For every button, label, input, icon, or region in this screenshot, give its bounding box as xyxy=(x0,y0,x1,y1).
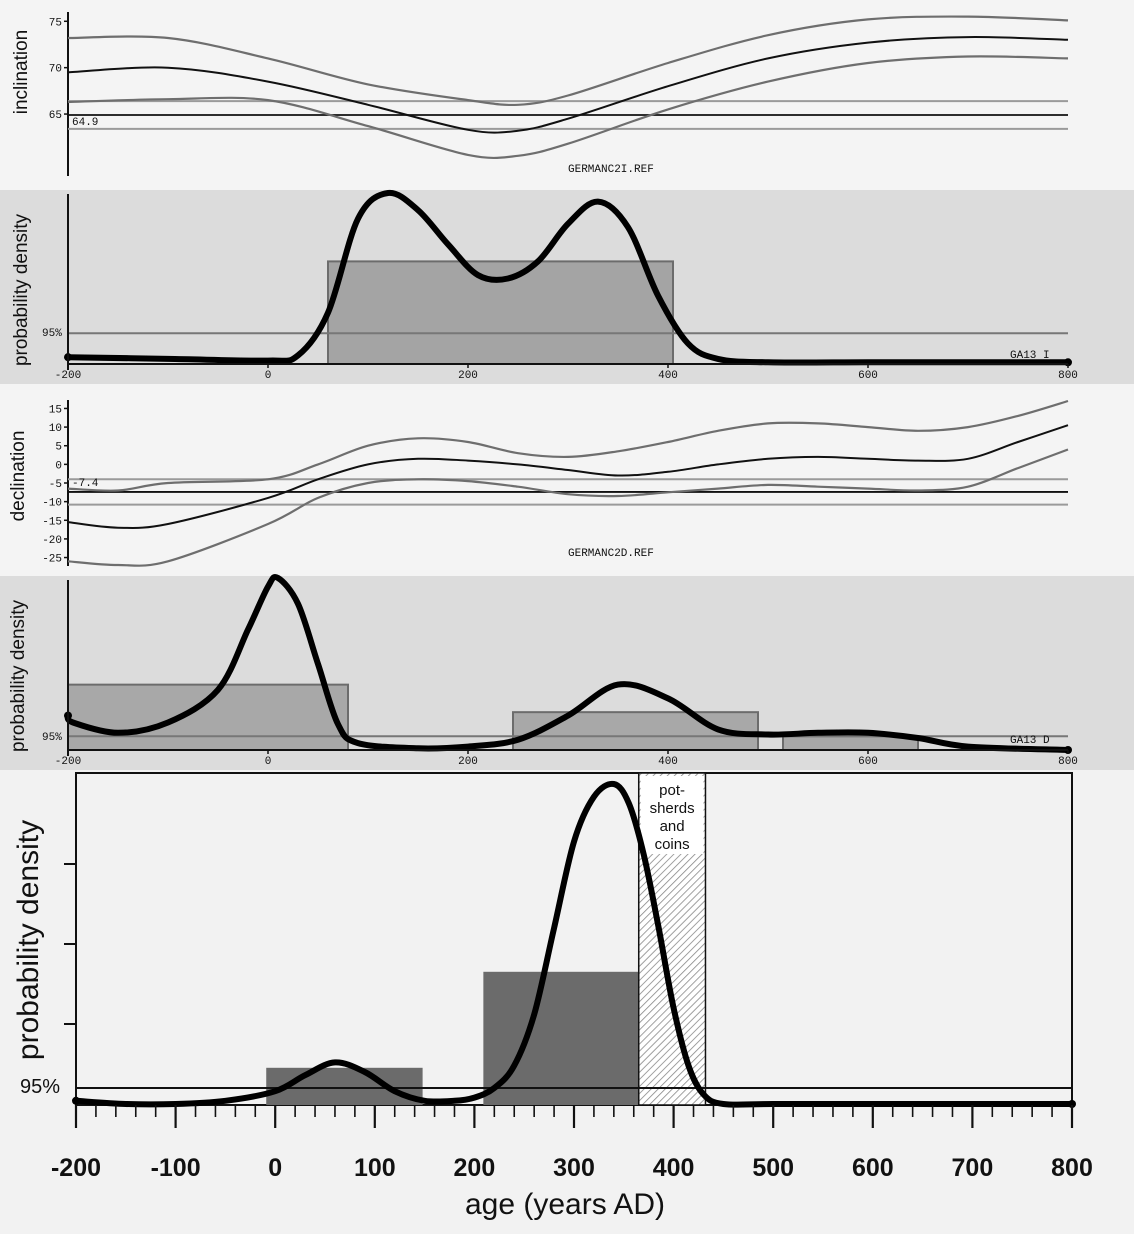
inclination-ref-label: GERMANC2I.REF xyxy=(568,164,654,176)
interval-bar xyxy=(266,1067,423,1106)
x-tick-label: 100 xyxy=(354,1154,396,1182)
reference-curve-lower xyxy=(67,55,1069,159)
y-tick-label: -5 xyxy=(49,479,62,491)
x-tick-label: 400 xyxy=(658,756,678,768)
x-tick-label: -100 xyxy=(151,1154,201,1182)
x-tick-label: 800 xyxy=(1058,756,1078,768)
x-tick-label: 200 xyxy=(458,370,478,382)
x-tick-label: 0 xyxy=(265,756,272,768)
x-tick-label: 0 xyxy=(265,370,272,382)
reference-curve-upper xyxy=(67,15,1069,107)
declination-value-label: -7.4 xyxy=(72,478,99,490)
panel-density-inclination: -200 0 200 400 600 800 probability density 95… xyxy=(0,189,1134,384)
density-declination-ylabel: probability density xyxy=(8,599,29,752)
potsherds-coins-text: pot- xyxy=(659,782,685,799)
y-tick-label: 65 xyxy=(49,110,62,122)
panel-declination: 15 10 5 0 -5 -10 -15 -20 -25 declination -7.4 GE… xyxy=(0,384,1134,576)
density-curve xyxy=(64,573,1071,753)
x-tick-label: 200 xyxy=(458,756,478,768)
density-inclination-intervals xyxy=(327,260,674,365)
density-combined-xlabel: age (years AD) xyxy=(465,1188,665,1221)
density-declination-pct-label: 95% xyxy=(42,732,62,744)
reference-curve-upper xyxy=(67,399,1069,492)
y-tick-label: 15 xyxy=(49,404,62,416)
declination-ylabel: declination xyxy=(8,431,29,522)
x-tick-label: -200 xyxy=(55,756,81,768)
y-tick-label: -10 xyxy=(42,498,62,510)
density-inclination-x-ticks: -200 0 200 400 600 800 xyxy=(55,364,1078,382)
potsherds-coins-text: coins xyxy=(655,836,690,853)
potsherds-coins-label-bg xyxy=(640,776,704,854)
x-tick-label: -200 xyxy=(51,1154,101,1182)
y-tick-label: 70 xyxy=(49,64,62,76)
curve-end-point xyxy=(1068,1100,1076,1108)
density-declination-sample-label: GA13 D xyxy=(1010,735,1050,747)
density-combined-x-ticks: -200 -100 0 100 200 300 400 500 600 700 800 xyxy=(51,1105,1093,1182)
density-declination-intervals xyxy=(67,683,919,752)
interval-bar xyxy=(512,711,759,751)
density-inclination-ylabel: probability density xyxy=(11,213,32,366)
y-tick-label: -25 xyxy=(42,554,62,566)
x-tick-label: 400 xyxy=(658,370,678,382)
density-curve xyxy=(65,189,1071,366)
inclination-ylabel: inclination xyxy=(11,30,32,115)
declination-ref-label: GERMANC2D.REF xyxy=(568,548,654,560)
interval-bar xyxy=(327,260,674,365)
potsherds-coins-text: sherds xyxy=(650,800,695,817)
x-tick-label: -200 xyxy=(55,370,81,382)
y-tick-label: 5 xyxy=(55,442,62,454)
x-tick-label: 200 xyxy=(454,1154,496,1182)
panel-density-declination: -200 0 200 400 600 800 probability density 95… xyxy=(0,573,1134,770)
x-tick-label: 0 xyxy=(268,1154,282,1182)
declination-reference-band xyxy=(68,478,1068,506)
density-inclination-pct-label: 95% xyxy=(42,328,62,340)
x-tick-label: 300 xyxy=(553,1154,595,1182)
density-combined-pct-label: 95% xyxy=(20,1076,60,1098)
reference-curve-lower xyxy=(67,448,1069,567)
x-tick-label: 800 xyxy=(1058,370,1078,382)
x-tick-label: 600 xyxy=(852,1154,894,1182)
y-tick-label: -20 xyxy=(42,535,62,547)
y-tick-label: 0 xyxy=(55,460,62,472)
curve-start-point xyxy=(72,1096,80,1105)
reference-curve-mean xyxy=(67,36,1069,134)
x-tick-label: 400 xyxy=(653,1154,695,1182)
density-declination-x-ticks: -200 0 200 400 600 800 xyxy=(55,750,1078,768)
inclination-curves xyxy=(67,15,1069,159)
density-inclination-sample-label: GA13 I xyxy=(1010,350,1050,362)
potsherds-coins-text: and xyxy=(660,818,685,835)
x-tick-label: 500 xyxy=(752,1154,794,1182)
declination-curves xyxy=(67,399,1069,567)
reference-curve-mean xyxy=(67,424,1069,529)
y-tick-label: -15 xyxy=(42,516,62,528)
interval-bar xyxy=(67,683,349,752)
y-tick-label: 10 xyxy=(49,423,62,435)
x-tick-label: 600 xyxy=(858,756,878,768)
declination-y-ticks: 15 10 5 0 -5 -10 -15 -20 -25 xyxy=(42,404,68,566)
inclination-reference-band xyxy=(68,100,1068,130)
x-tick-label: 700 xyxy=(952,1154,994,1182)
density-combined-y-ticks xyxy=(64,863,76,1025)
density-combined-curve xyxy=(72,780,1076,1108)
inclination-y-ticks: 65 70 75 xyxy=(49,17,68,122)
inclination-value-label: 64.9 xyxy=(72,117,98,129)
panel-inclination: 65 70 75 inclination 64.9 GERMANC2I.REF xyxy=(0,0,1134,190)
x-tick-label: 800 xyxy=(1051,1154,1093,1182)
y-tick-label: 75 xyxy=(49,17,62,29)
density-curve xyxy=(73,780,1075,1108)
density-combined-ylabel: probability density xyxy=(12,820,45,1060)
x-tick-label: 600 xyxy=(858,370,878,382)
